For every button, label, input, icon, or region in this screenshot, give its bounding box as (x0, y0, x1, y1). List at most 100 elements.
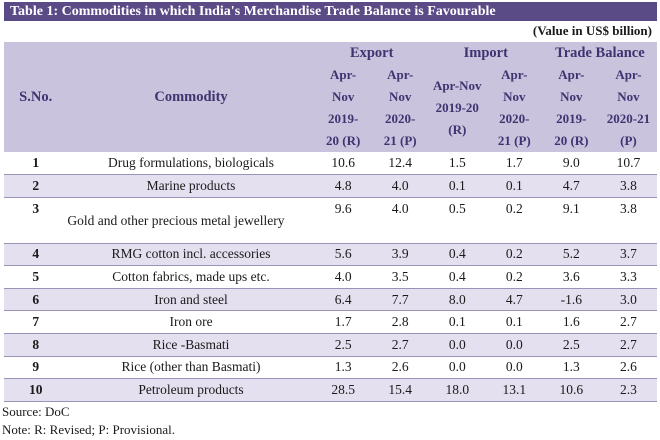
header-commodity: Commodity (67, 42, 315, 152)
row-commodity: Cotton fabrics, made ups etc. (112, 269, 270, 285)
cell-value: 0.0 (448, 336, 466, 352)
row-sno: 4 (32, 246, 40, 262)
cell-value: 3.9 (391, 246, 409, 262)
cell-value: 2.7 (391, 336, 409, 352)
cell-value: 10.6 (559, 382, 584, 398)
cell-value: 13.1 (502, 382, 527, 398)
cell-value: 1.6 (562, 314, 580, 330)
row-sno: 10 (28, 382, 43, 398)
cell-value: 0.4 (448, 246, 466, 262)
cell-value: 1.7 (334, 314, 352, 330)
cell-value: 3.8 (620, 177, 637, 193)
row-commodity: Iron and steel (154, 291, 228, 307)
header-period: Apr-Nov 2019-20 (R) (428, 64, 486, 152)
cell-value: 2.6 (620, 359, 637, 375)
cell-value: 1.3 (562, 359, 580, 375)
header-sno: S.No. (4, 42, 68, 152)
table-row: 4 RMG cotton incl. accessories 5.6 3.9 0… (4, 243, 657, 266)
cell-value: 10.6 (331, 155, 355, 171)
table-row: 1 Drug formulations, biologicals 10.6 12… (4, 152, 657, 175)
table-row: 6 Iron and steel 6.4 7.7 8.0 4.7 -1.6 3.… (4, 288, 657, 311)
cell-value: 4.0 (334, 269, 352, 285)
header-period-row: Apr- Nov 2019- 20 (R) Apr- Nov 2020- 21 (P) Ap… (4, 64, 657, 152)
cell-value: 3.5 (391, 269, 409, 285)
cell-value: 0.0 (448, 359, 466, 375)
cell-value: 0.1 (448, 314, 466, 330)
cell-value: 8.0 (448, 291, 466, 307)
table-title: Table 1: Commodities in which India's Me… (4, 2, 657, 21)
cell-value: 0.2 (505, 246, 523, 262)
cell-value: 4.0 (391, 200, 409, 216)
cell-value: 1.3 (334, 359, 352, 375)
table-row: 7 Iron ore 1.7 2.8 0.1 0.1 1.6 2.7 (4, 310, 657, 334)
cell-value: 6.4 (334, 291, 352, 307)
header-commodity-label: Commodity (154, 88, 228, 105)
cell-value: 3.0 (620, 291, 637, 307)
cell-value: 4.7 (505, 291, 523, 307)
header-period: Apr- Nov 2019- 20 (R) (542, 64, 600, 152)
cell-value: 3.6 (562, 269, 580, 285)
cell-value: 1.5 (448, 155, 466, 171)
cell-value: 0.1 (448, 177, 466, 193)
cell-value: 12.4 (388, 155, 413, 171)
row-commodity: Iron ore (169, 314, 213, 330)
cell-value: 1.7 (505, 155, 523, 171)
cell-value: 9.6 (334, 200, 352, 216)
cell-value: 4.7 (562, 177, 580, 193)
table-row: 3 Gold and other precious metal jeweller… (4, 197, 657, 244)
header-trade-balance: Trade Balance (542, 42, 657, 64)
header-period: Apr- Nov 2020- 21 (P) (485, 64, 543, 152)
table-row: 8 Rice -Basmati 2.5 2.7 0.0 0.0 2.5 2.7 (4, 333, 657, 357)
cell-value: 0.2 (505, 200, 523, 216)
cell-value: 2.7 (620, 336, 637, 352)
value-unit-note: (Value in US$ billion) (532, 23, 652, 38)
cell-value: 4.0 (391, 177, 409, 193)
cell-value: 0.5 (448, 200, 466, 216)
table-row: 5 Cotton fabrics, made ups etc. 4.0 3.5 … (4, 265, 657, 289)
table-body: 1 Drug formulations, biologicals 10.6 12… (4, 152, 657, 402)
source-note: Source: DoC (2, 404, 70, 419)
table-row: 9 Rice (other than Basmati) 1.3 2.6 0.0 … (4, 356, 657, 379)
cell-value: 4.8 (334, 177, 352, 193)
cell-value: 9.0 (562, 155, 580, 171)
row-commodity: RMG cotton incl. accessories (111, 246, 271, 262)
row-commodity: Rice -Basmati (152, 336, 230, 352)
header-period: Apr- Nov 2020-21 (P) (599, 64, 657, 152)
cell-value: 5.6 (334, 246, 352, 262)
header-sno-label: S.No. (19, 88, 53, 105)
trade-balance-table: S.No. Commodity Export Import Trade Bala… (4, 42, 657, 402)
cell-value: 2.3 (620, 382, 637, 398)
row-sno: 3 (32, 200, 40, 216)
header-export: Export (314, 42, 429, 64)
row-commodity: Marine products (146, 177, 236, 193)
cell-value: 2.5 (334, 336, 352, 352)
cell-value: 7.7 (391, 291, 409, 307)
header-period: Apr- Nov 2020- 21 (P) (371, 64, 429, 152)
row-commodity: Rice (other than Basmati) (121, 359, 261, 375)
header-group-row: S.No. Commodity Export Import Trade Bala… (4, 42, 657, 152)
cell-value: 3.8 (620, 200, 637, 216)
row-commodity: Gold and other precious metal jewellery (67, 212, 285, 228)
row-sno: 9 (32, 359, 40, 375)
footnote: Note: R: Revised; P: Provisional. (2, 422, 175, 437)
cell-value: 9.1 (562, 200, 580, 216)
row-sno: 2 (32, 177, 40, 193)
row-sno: 5 (32, 269, 40, 285)
cell-value: 18.0 (445, 382, 470, 398)
row-sno: 1 (32, 155, 40, 171)
cell-value: 0.0 (505, 359, 523, 375)
cell-value: 5.2 (562, 246, 580, 262)
row-commodity: Petroleum products (138, 382, 244, 398)
row-sno: 8 (32, 336, 40, 352)
table-row: 2 Marine products 4.8 4.0 0.1 0.1 4.7 3.… (4, 174, 657, 198)
cell-value: 0.1 (505, 177, 523, 193)
row-sno: 7 (32, 314, 40, 330)
cell-value: 15.4 (388, 382, 413, 398)
cell-value: 2.6 (391, 359, 409, 375)
cell-value: 0.0 (505, 336, 523, 352)
row-commodity: Drug formulations, biologicals (107, 155, 275, 171)
cell-value: 2.7 (620, 314, 637, 330)
header-period: Apr- Nov 2019- 20 (R) (314, 64, 372, 152)
row-sno: 6 (32, 291, 40, 307)
cell-value: 28.5 (331, 382, 355, 398)
